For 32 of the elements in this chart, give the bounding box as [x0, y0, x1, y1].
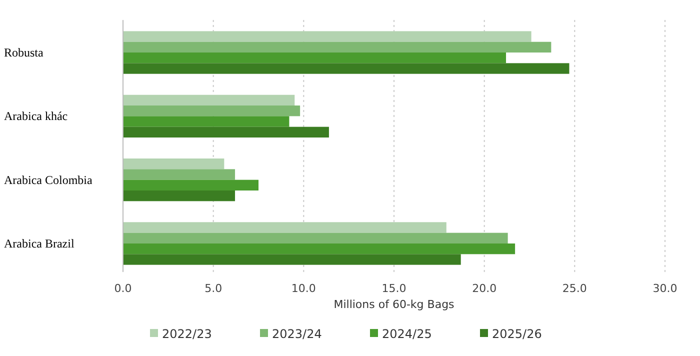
bar [123, 63, 570, 74]
bar [123, 169, 236, 180]
bar [123, 254, 461, 265]
x-axis-title: Millions of 60-kg Bags [334, 298, 455, 311]
x-tick-label: 30.0 [652, 282, 678, 295]
bar [123, 94, 295, 106]
x-tick-label: 20.0 [472, 282, 497, 295]
bar [123, 243, 516, 254]
legend-label: 2024/25 [382, 327, 432, 341]
x-tick-label: 25.0 [562, 282, 587, 295]
bar [123, 52, 506, 64]
y-tick-label: Robusta [4, 46, 44, 60]
bar [123, 222, 446, 233]
bar [123, 31, 532, 42]
bar [123, 180, 258, 190]
x-tick-label: 0.0 [114, 282, 132, 295]
bar [123, 190, 236, 202]
x-tick-label: 5.0 [204, 282, 222, 295]
legend-label: 2022/23 [162, 327, 212, 341]
y-tick-label: Arabica Colombia [4, 172, 93, 187]
bar [123, 106, 300, 116]
x-tick-label: 15.0 [382, 282, 406, 295]
x-tick-label: 10.0 [291, 282, 316, 295]
bar [123, 126, 329, 138]
y-tick-label: Arabica khác [4, 109, 68, 124]
bar [123, 232, 508, 244]
y-tick-label: Arabica Brazil [4, 236, 75, 250]
bar [123, 42, 552, 53]
legend-label: 2025/26 [492, 327, 542, 341]
bar [123, 116, 290, 127]
bar [123, 158, 224, 170]
legend-label: 2023/24 [272, 327, 322, 341]
